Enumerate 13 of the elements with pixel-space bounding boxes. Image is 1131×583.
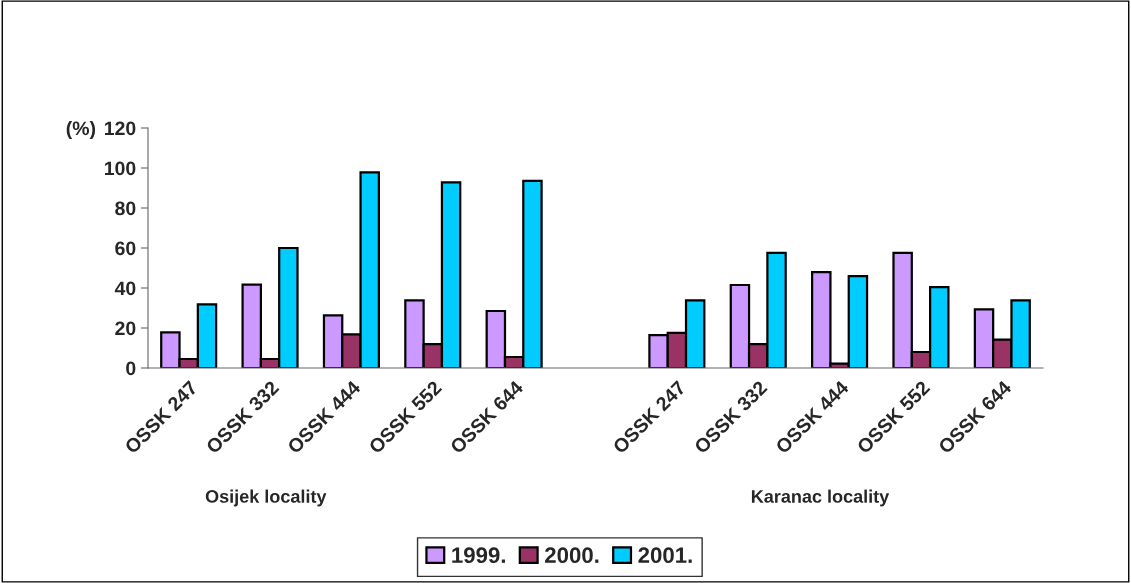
y-tick-label: 40 <box>114 281 136 296</box>
y-tick-label: 20 <box>115 321 136 336</box>
legend-label: 2000. <box>545 547 599 564</box>
y-tick-label: 80 <box>115 201 136 216</box>
y-tick-label: 60 <box>115 241 136 256</box>
legend-label: 2001. <box>638 547 692 564</box>
y-tick-label: 0 <box>126 361 136 376</box>
text: Karanac locality <box>751 489 890 507</box>
legend-label: 1999. <box>452 547 505 564</box>
y-tick-label: 100 <box>104 161 136 176</box>
y-axis-title: (%) <box>66 120 96 140</box>
text: Osijek locality <box>205 489 327 507</box>
y-tick-label: 120 <box>104 121 136 136</box>
